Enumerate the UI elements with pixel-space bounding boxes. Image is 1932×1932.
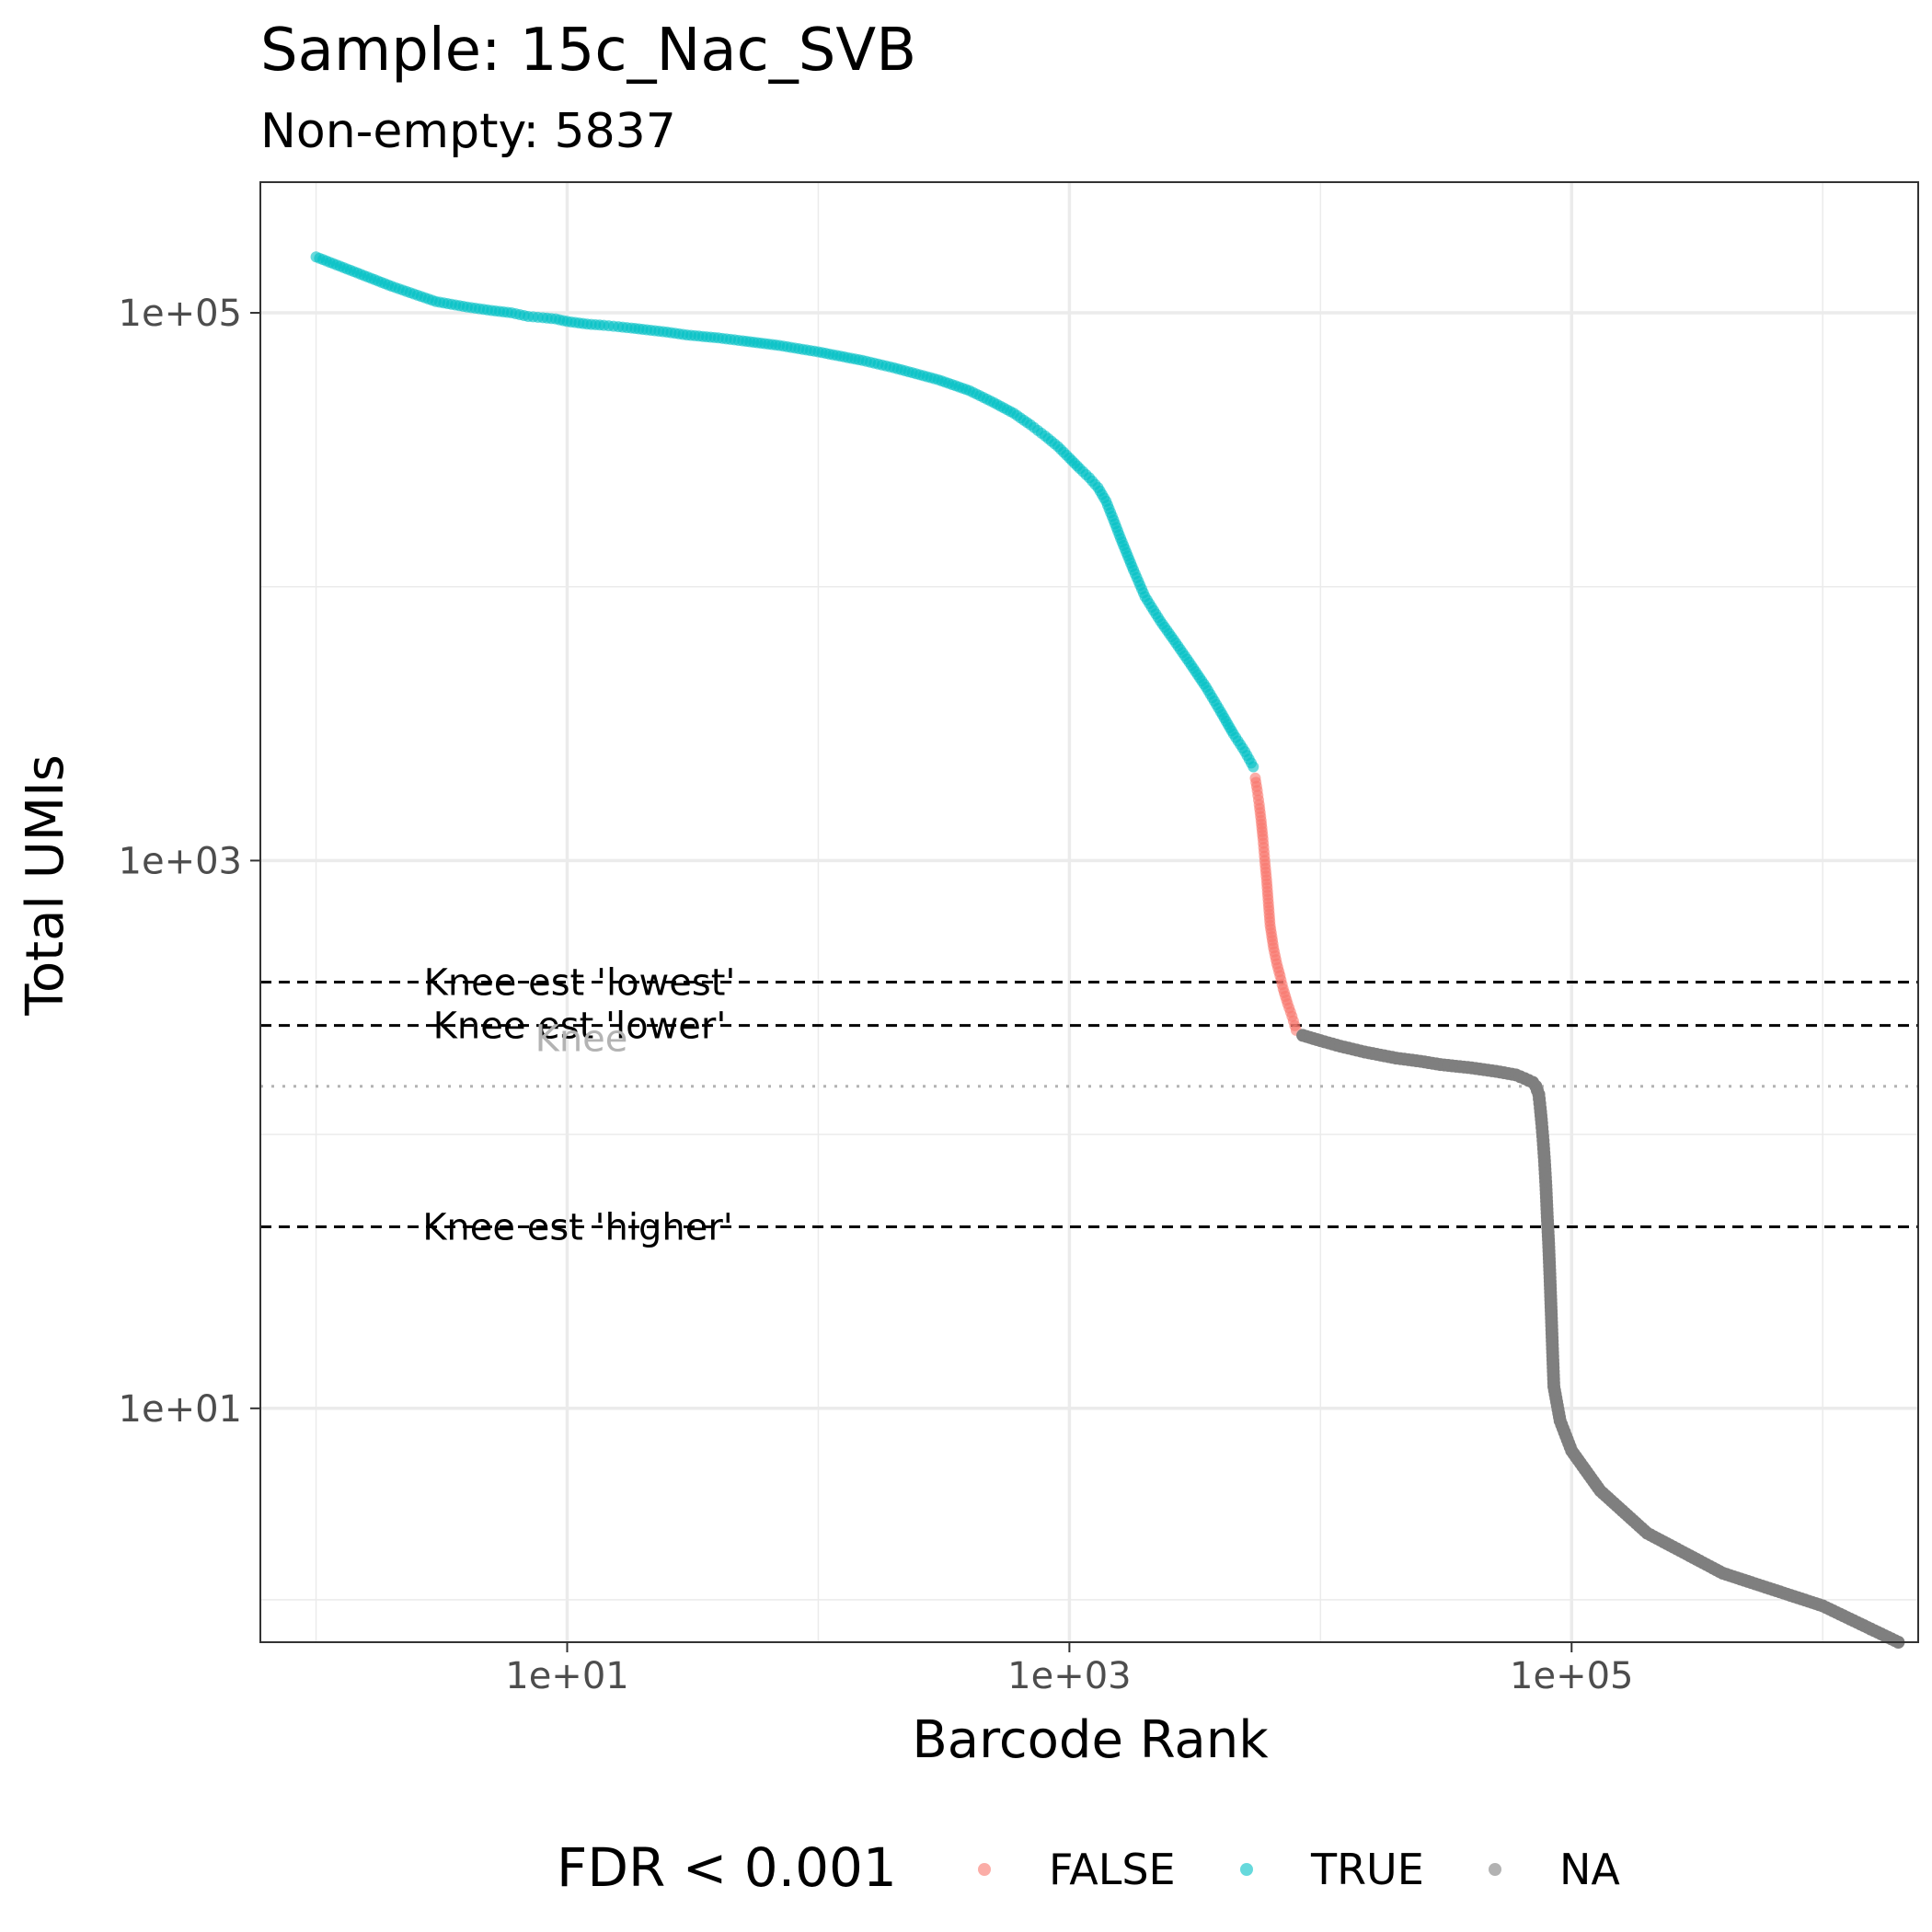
x-tick-label: 1e+05 bbox=[1510, 1655, 1633, 1697]
x-tick-label: 1e+01 bbox=[505, 1655, 628, 1697]
reference-line-label: Knee est 'lower' bbox=[433, 1006, 727, 1048]
legend-label-true: TRUE bbox=[1310, 1845, 1424, 1894]
y-axis: 1e+01 1e+03 1e+05 bbox=[119, 293, 260, 1431]
legend-title: FDR < 0.001 bbox=[557, 1836, 897, 1899]
reference-lines bbox=[260, 981, 1918, 1229]
y-axis-title: Total UMIs bbox=[16, 754, 75, 1017]
panel-background bbox=[260, 182, 1918, 1642]
reference-line-labels: Knee est 'lowest'Knee est 'lower'Knee Kne… bbox=[422, 962, 735, 1249]
minor-gridlines bbox=[260, 182, 1918, 1642]
legend-key-false bbox=[978, 1863, 991, 1876]
y-tick-label: 1e+01 bbox=[119, 1388, 242, 1431]
chart-subtitle: Non-empty: 5837 bbox=[260, 104, 676, 159]
legend-key-na bbox=[1489, 1863, 1501, 1876]
x-axis: 1e+01 1e+03 1e+05 bbox=[505, 1642, 1634, 1697]
legend: FDR < 0.001 FALSE TRUE NA bbox=[557, 1836, 1620, 1899]
reference-line-label: Knee est 'lowest' bbox=[424, 962, 736, 1005]
x-axis-title: Barcode Rank bbox=[912, 1710, 1269, 1770]
legend-items: FALSE TRUE NA bbox=[978, 1845, 1620, 1894]
chart-title: Sample: 15c_Nac_SVB bbox=[260, 17, 916, 85]
reference-line-label: Knee est 'higher' bbox=[422, 1207, 733, 1249]
data-point bbox=[1248, 761, 1259, 773]
legend-key-true bbox=[1240, 1863, 1253, 1876]
data-points bbox=[310, 251, 1905, 1649]
reference-line-label: Knee bbox=[535, 1018, 628, 1061]
major-gridlines bbox=[260, 182, 1918, 1642]
legend-label-false: FALSE bbox=[1049, 1845, 1176, 1894]
y-tick-label: 1e+03 bbox=[119, 840, 242, 882]
x-tick-label: 1e+03 bbox=[1007, 1655, 1131, 1697]
panel-border bbox=[259, 181, 1919, 1643]
legend-label-na: NA bbox=[1559, 1845, 1620, 1894]
y-tick-label: 1e+05 bbox=[119, 293, 242, 335]
plot-panel: Knee est 'lowest'Knee est 'lower'Knee Kne… bbox=[259, 181, 1919, 1649]
